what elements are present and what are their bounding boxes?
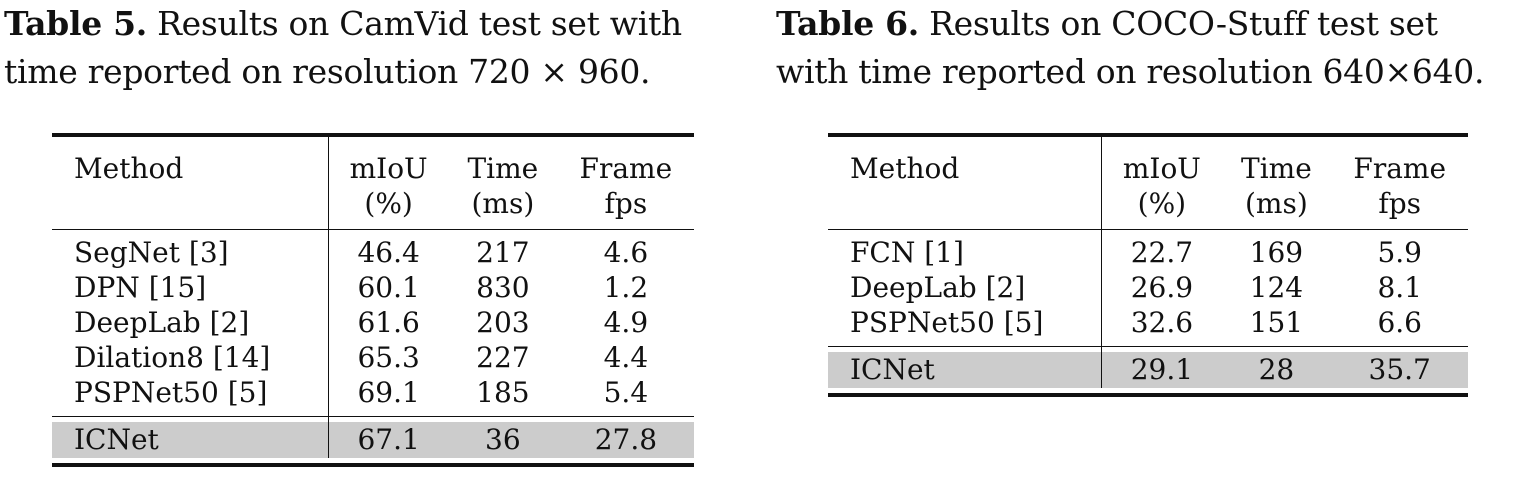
table-row: FCN [1] 22.7 169 5.9 bbox=[828, 235, 1468, 270]
table-row: PSPNet50 [5] 69.1 185 5.4 bbox=[52, 375, 694, 410]
method-cell: PSPNet50 [5] bbox=[828, 305, 1103, 340]
miou-cell: 60.1 bbox=[357, 271, 420, 304]
method-cell: ICNet bbox=[52, 421, 330, 458]
time-cell: 151 bbox=[1249, 306, 1304, 339]
table5-header-frame: Frame bbox=[579, 152, 673, 185]
time-cell: 169 bbox=[1249, 236, 1304, 269]
miou-cell: 29.1 bbox=[1101, 351, 1222, 388]
fps-cell: 35.7 bbox=[1331, 351, 1468, 388]
table6-caption: Table 6. Results on COCO-Stuff test set w… bbox=[776, 0, 1522, 96]
table5-header-time: Time bbox=[467, 152, 539, 185]
fps-cell: 5.9 bbox=[1377, 236, 1422, 269]
table5-panel: Table 5. Results on CamVid test set with… bbox=[4, 0, 754, 467]
time-cell: 830 bbox=[476, 271, 530, 304]
miou-cell: 67.1 bbox=[328, 421, 448, 458]
table6-header-time: Time bbox=[1241, 152, 1312, 185]
table6-header-time-unit: (ms) bbox=[1221, 186, 1332, 230]
table6-header-method: Method bbox=[828, 135, 1103, 186]
table-row: Dilation8 [14] 65.3 227 4.4 bbox=[52, 340, 694, 375]
table5-highlight-row: ICNet 67.1 36 27.8 bbox=[52, 421, 694, 458]
table6: Method mIoU Time Frame (%) (ms) fps FCN … bbox=[828, 133, 1468, 397]
table-row: DPN [15] 60.1 830 1.2 bbox=[52, 270, 694, 305]
table-row: DeepLab [2] 26.9 124 8.1 bbox=[828, 270, 1468, 305]
miou-cell: 61.6 bbox=[357, 306, 420, 339]
table5-caption-line1: Results on CamVid test set with bbox=[146, 4, 682, 43]
table6-caption-label: Table 6. bbox=[776, 4, 919, 43]
miou-cell: 32.6 bbox=[1130, 306, 1194, 339]
fps-cell: 4.4 bbox=[603, 341, 649, 374]
table6-header-fps-unit: fps bbox=[1331, 186, 1468, 230]
time-cell: 36 bbox=[447, 421, 558, 458]
miou-cell: 69.1 bbox=[357, 376, 420, 409]
fps-cell: 5.4 bbox=[603, 376, 649, 409]
table6-header-miou: mIoU bbox=[1122, 152, 1201, 185]
time-cell: 124 bbox=[1249, 271, 1304, 304]
miou-cell: 22.7 bbox=[1130, 236, 1194, 269]
miou-cell: 65.3 bbox=[357, 341, 420, 374]
table6-header: Method mIoU Time Frame (%) (ms) fps bbox=[828, 135, 1468, 230]
method-cell: FCN [1] bbox=[828, 235, 1103, 270]
fps-cell: 1.2 bbox=[603, 271, 649, 304]
table5-header-miou: mIoU bbox=[349, 152, 428, 185]
table5-header-method: Method bbox=[52, 135, 330, 186]
method-cell: DeepLab [2] bbox=[828, 270, 1103, 305]
time-cell: 217 bbox=[476, 236, 530, 269]
method-cell: DPN [15] bbox=[52, 270, 330, 305]
table5-header-fps-unit: fps bbox=[557, 186, 694, 230]
fps-cell: 27.8 bbox=[557, 421, 694, 458]
time-cell: 28 bbox=[1221, 351, 1332, 388]
table-row: PSPNet50 [5] 32.6 151 6.6 bbox=[828, 305, 1468, 340]
method-cell: ICNet bbox=[828, 351, 1103, 388]
time-cell: 185 bbox=[476, 376, 530, 409]
table6-header-frame: Frame bbox=[1353, 152, 1447, 185]
table5-header: Method mIoU Time Frame (%) (ms) fps bbox=[52, 135, 694, 230]
time-cell: 227 bbox=[476, 341, 530, 374]
fps-cell: 6.6 bbox=[1377, 306, 1422, 339]
table5: Method mIoU Time Frame (%) (ms) fps SegN… bbox=[52, 133, 694, 467]
method-cell: SegNet [3] bbox=[52, 235, 330, 270]
fps-cell: 8.1 bbox=[1377, 271, 1422, 304]
table5-header-miou-unit: (%) bbox=[328, 186, 448, 230]
table5-header-time-unit: (ms) bbox=[447, 186, 558, 230]
time-cell: 203 bbox=[476, 306, 530, 339]
table6-panel: Table 6. Results on COCO-Stuff test set w… bbox=[776, 0, 1522, 397]
method-cell: DeepLab [2] bbox=[52, 305, 330, 340]
table5-caption-label: Table 5. bbox=[4, 4, 147, 43]
miou-cell: 26.9 bbox=[1130, 271, 1194, 304]
table-row: DeepLab [2] 61.6 203 4.9 bbox=[52, 305, 694, 340]
table-row: SegNet [3] 46.4 217 4.6 bbox=[52, 235, 694, 270]
table6-caption-line2: with time reported on resolution 640×640… bbox=[776, 52, 1485, 91]
table5-caption-line2: time reported on resolution 720 × 960. bbox=[4, 52, 651, 91]
table6-highlight-row: ICNet 29.1 28 35.7 bbox=[828, 351, 1468, 388]
miou-cell: 46.4 bbox=[357, 236, 420, 269]
method-cell: Dilation8 [14] bbox=[52, 340, 330, 375]
method-cell: PSPNet50 [5] bbox=[52, 375, 330, 410]
fps-cell: 4.6 bbox=[603, 236, 649, 269]
table6-body: FCN [1] 22.7 169 5.9 DeepLab [2] 26.9 12… bbox=[828, 229, 1468, 397]
table5-caption: Table 5. Results on CamVid test set with… bbox=[4, 0, 754, 96]
table5-body: SegNet [3] 46.4 217 4.6 DPN [15] 60.1 83… bbox=[52, 229, 694, 467]
fps-cell: 4.9 bbox=[603, 306, 649, 339]
table6-header-miou-unit: (%) bbox=[1101, 186, 1222, 230]
table6-caption-line1: Results on COCO-Stuff test set bbox=[918, 4, 1438, 43]
